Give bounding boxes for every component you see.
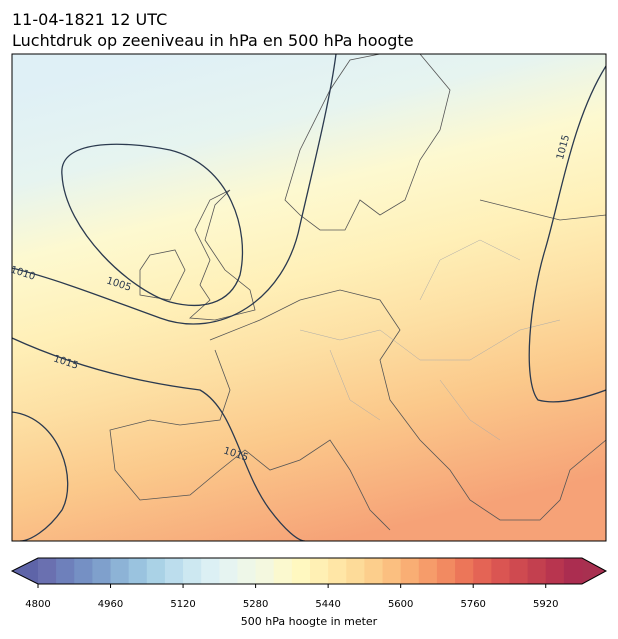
colorbar-frame	[10, 557, 608, 585]
colorbar-cell	[455, 558, 474, 584]
colorbar-tick-label: 5760	[460, 599, 485, 610]
colorbar-cell	[400, 558, 420, 584]
colorbar-cell	[382, 558, 402, 584]
isobar	[12, 411, 69, 541]
colorbar-cell	[328, 558, 347, 584]
colorbar-tick-label: 5600	[388, 599, 413, 610]
colorbar-cell	[56, 558, 75, 584]
colorbar-cell	[38, 558, 57, 584]
border	[299, 239, 561, 441]
colorbar-cell	[146, 558, 166, 584]
coastline	[139, 249, 186, 301]
colorbar: 4800 4960 5120 5280 5440 5600 5760 5920	[10, 557, 608, 610]
coastline	[109, 349, 391, 531]
colorbar-cell	[128, 558, 148, 584]
colorbar-cell	[237, 558, 257, 584]
isobar	[12, 337, 306, 541]
colorbar-cell	[201, 558, 220, 584]
colorbar-tick-label: 5280	[243, 599, 268, 610]
colorbar-cell	[527, 558, 547, 584]
colorbar-cell	[364, 558, 384, 584]
colorbar-over	[582, 558, 606, 584]
colorbar-cell	[291, 558, 311, 584]
colorbar-cell	[92, 558, 112, 584]
coastline	[284, 54, 451, 231]
colorbar-cell	[418, 558, 438, 584]
title-line: 11-04-1821 12 UTC	[12, 10, 167, 29]
isobar	[528, 65, 606, 403]
colorbar-tick-label: 4800	[25, 599, 50, 610]
colorbar-tick-label: 4960	[98, 599, 123, 610]
title-line: Luchtdruk op zeeniveau in hPa en 500 hPa…	[12, 31, 414, 50]
colorbar-cell	[74, 558, 93, 584]
colorbar-cell	[310, 558, 329, 584]
isobar	[61, 143, 244, 307]
colorbar-cell	[164, 558, 184, 584]
map	[12, 54, 606, 541]
coastline	[209, 289, 606, 521]
colorbar-cell	[491, 558, 510, 584]
colorbar-cell	[473, 558, 492, 584]
colorbar-cell	[563, 558, 583, 584]
colorbar-cell	[346, 558, 365, 584]
colorbar-cell	[509, 558, 529, 584]
colorbar-cell	[219, 558, 238, 584]
colorbar-cell	[110, 558, 130, 584]
coastline	[479, 199, 606, 221]
colorbar-under	[12, 558, 38, 584]
colorbar-tick-label: 5440	[315, 599, 340, 610]
colorbar-cell	[273, 558, 293, 584]
colorbar-cell	[545, 558, 565, 584]
colorbar-cell	[183, 558, 202, 584]
colorbar-tick-label: 5120	[170, 599, 195, 610]
colorbar-tick-label: 5920	[533, 599, 558, 610]
map-frame	[11, 53, 607, 542]
coastline	[189, 189, 256, 321]
colorbar-cell	[436, 558, 456, 584]
colorbar-label: 500 hPa hoogte in meter	[241, 615, 378, 628]
isobar	[12, 54, 337, 325]
colorbar-cell	[255, 558, 275, 584]
